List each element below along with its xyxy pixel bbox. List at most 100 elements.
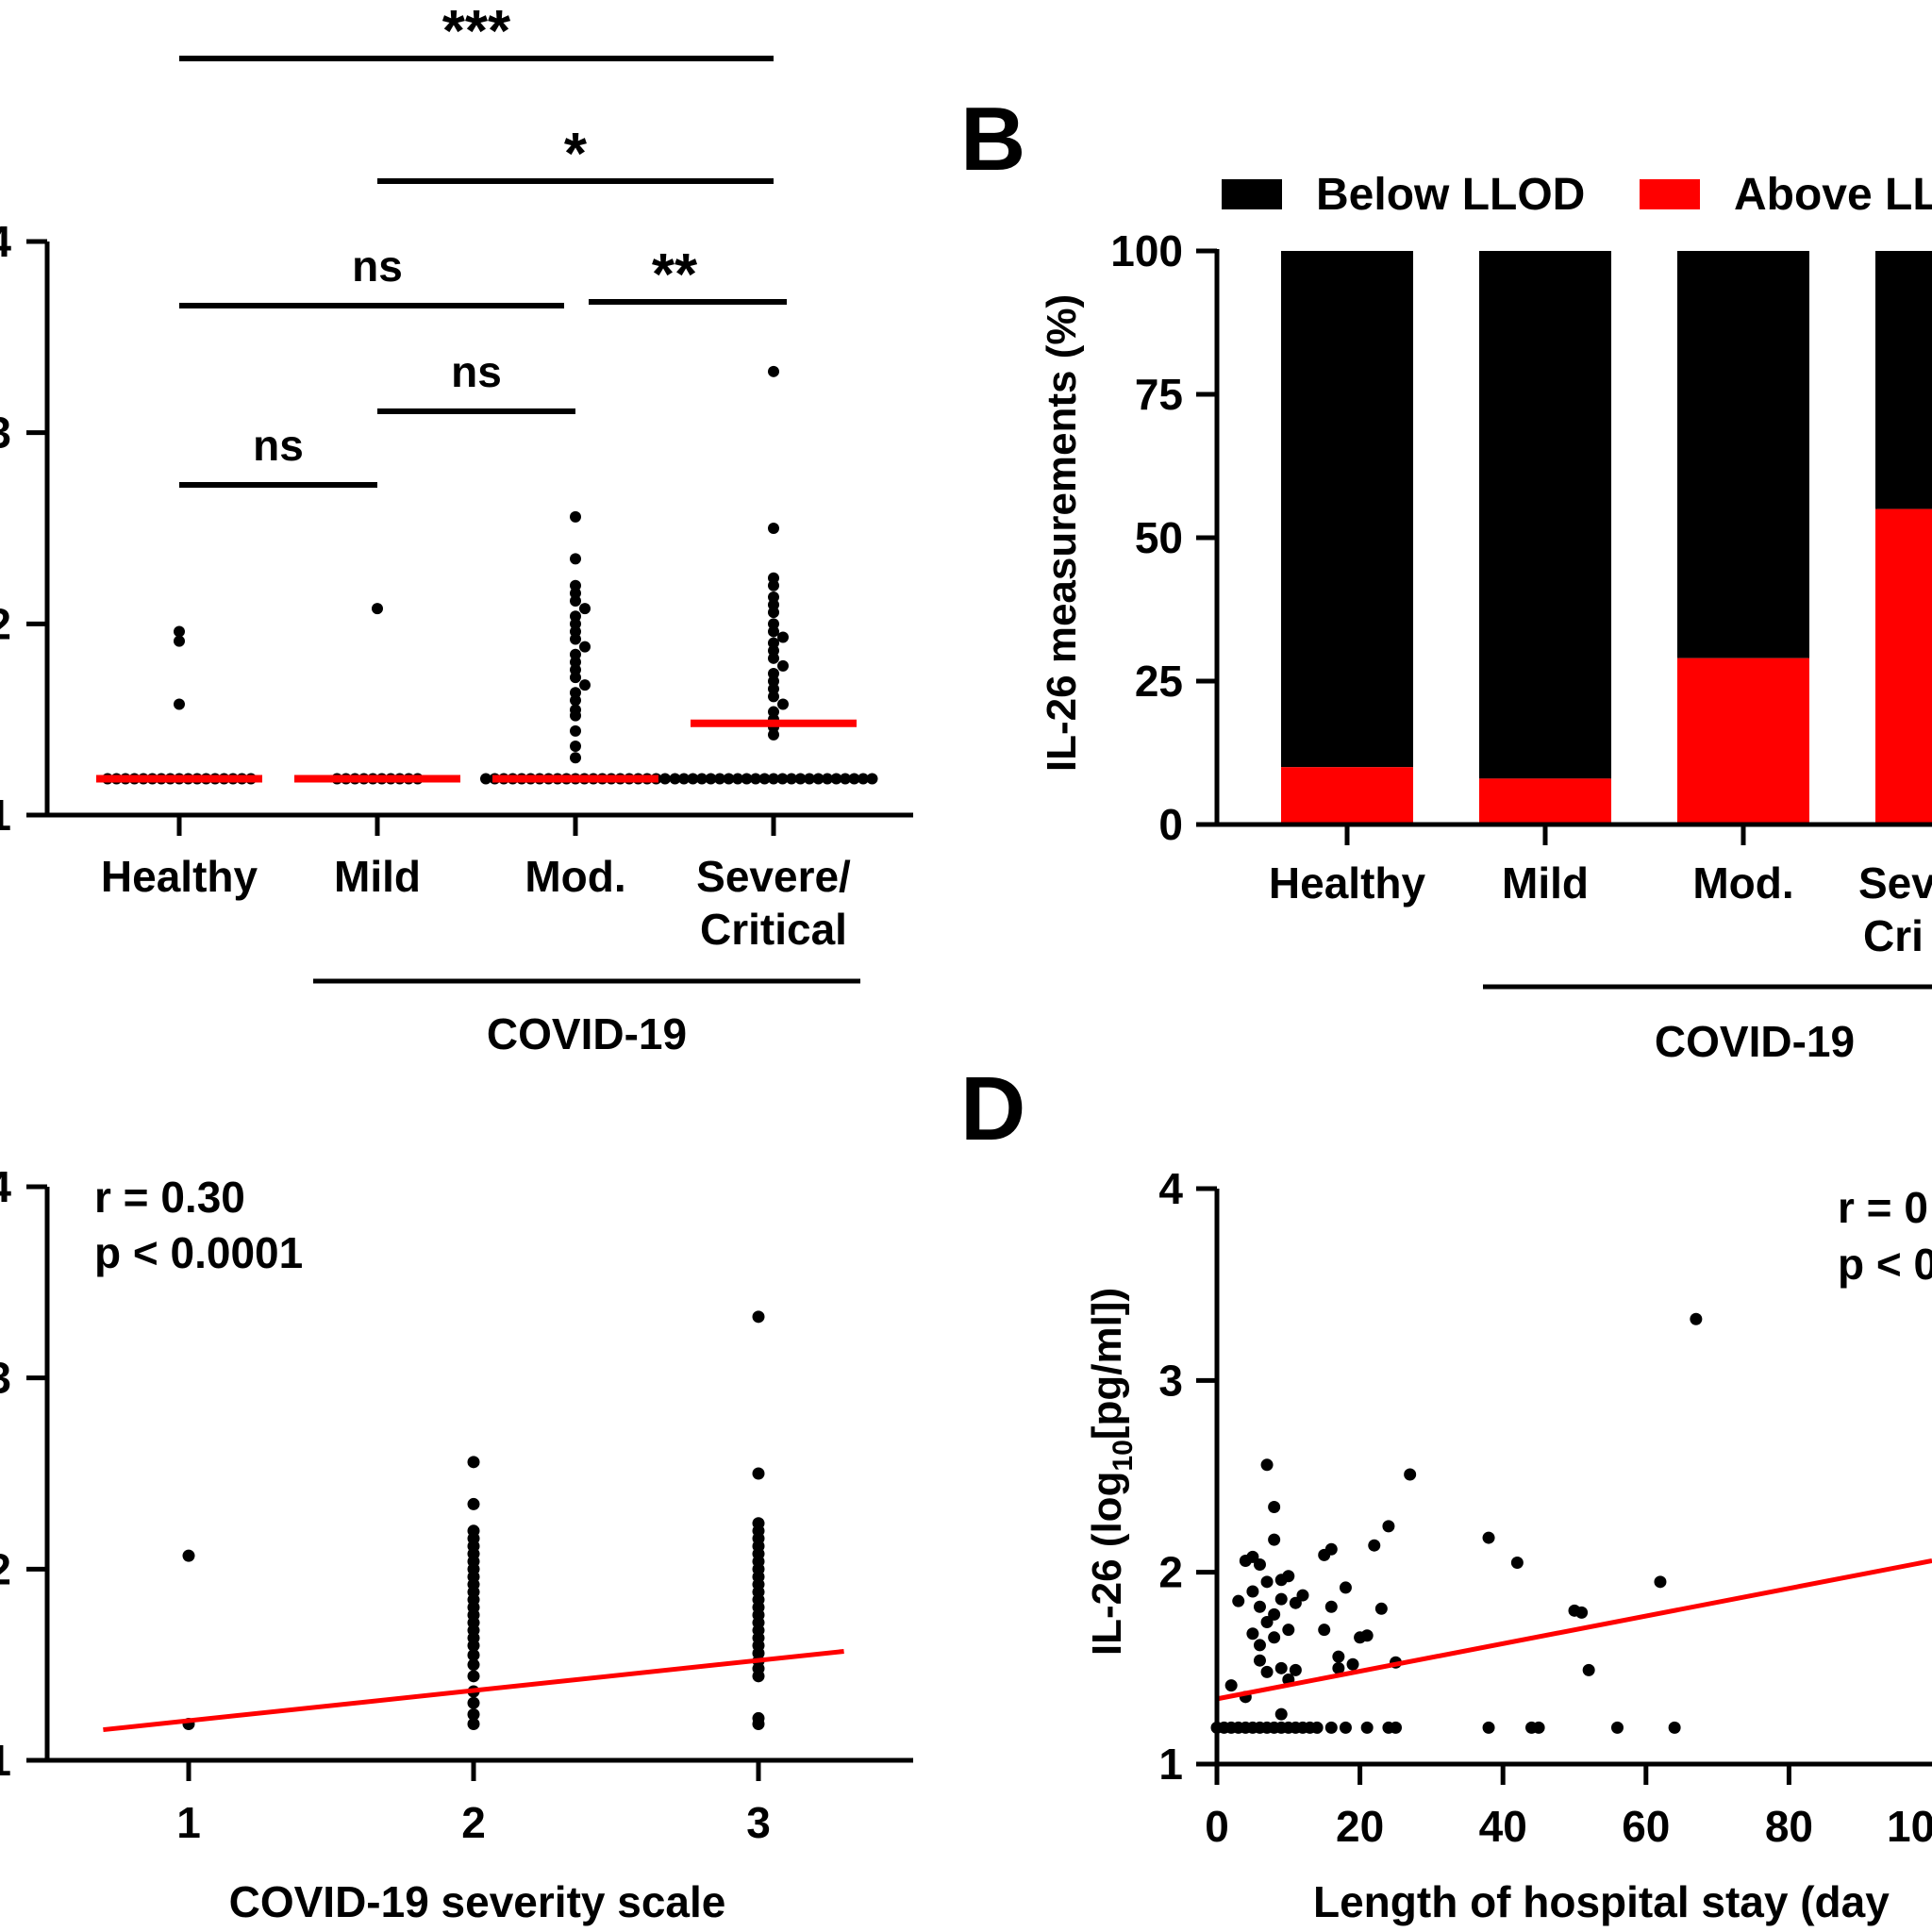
data-point [768, 579, 779, 591]
y-tick-label: 2 [0, 1544, 11, 1593]
data-point [678, 773, 690, 785]
bar-below-llod [1677, 251, 1809, 658]
annotation-r: r = 0 [1838, 1183, 1928, 1232]
data-point [1339, 1721, 1352, 1734]
data-point [570, 672, 581, 684]
data-point [467, 1497, 480, 1510]
x-tick-label: 3 [746, 1798, 771, 1847]
significance-label: ** [652, 242, 698, 308]
data-point [1690, 1312, 1703, 1325]
data-point [1274, 1592, 1288, 1606]
data-point [174, 625, 185, 638]
category-label: Mod. [525, 852, 625, 901]
data-point [1404, 1468, 1417, 1481]
data-point [467, 1639, 480, 1652]
y-tick-label: 4 [0, 1162, 11, 1211]
y-tick-label: 3 [1158, 1356, 1183, 1405]
data-point [1382, 1520, 1395, 1533]
data-point [848, 773, 860, 785]
y-axis-title-subscript: 10 [1108, 1440, 1139, 1471]
data-point [777, 659, 789, 672]
data-point [1260, 1458, 1274, 1472]
regression-line [103, 1648, 844, 1733]
data-point [1268, 1533, 1281, 1546]
data-point [776, 773, 789, 785]
bar-above-llod [1281, 767, 1413, 824]
legend-label-below: Below LLOD [1316, 170, 1585, 220]
significance-label: ns [253, 421, 304, 470]
data-point [579, 679, 591, 691]
data-point [1253, 1654, 1266, 1667]
category-label: Healthy [1269, 858, 1426, 908]
data-point [570, 633, 581, 645]
legend-swatch-below [1222, 179, 1282, 209]
data-point [768, 607, 779, 619]
data-point [467, 1658, 480, 1672]
data-point [822, 773, 833, 785]
data-points [1210, 1312, 1703, 1734]
x-tick-label: 10 [1887, 1802, 1932, 1851]
data-point [1224, 1679, 1238, 1692]
data-point [659, 773, 671, 785]
category-label: Mod. [1692, 858, 1793, 908]
group-label: COVID-19 [1655, 1017, 1855, 1066]
data-point [1610, 1721, 1624, 1734]
data-point [1575, 1606, 1589, 1619]
category-label: Healthy [101, 852, 258, 901]
y-tick-label: 0 [1158, 800, 1183, 849]
data-point [1346, 1657, 1359, 1671]
data-point [752, 1670, 765, 1683]
y-axis-ticks: 0 25 50 75 100 [1110, 226, 1746, 849]
y-axis-title: IL-26 (log10[pg/ml]) [1084, 1288, 1139, 1656]
data-point [1268, 1607, 1281, 1621]
regression-line [103, 1648, 844, 1733]
data-point [570, 741, 581, 753]
data-point [1282, 1570, 1295, 1583]
data-point [1232, 1594, 1245, 1607]
data-point [570, 709, 581, 722]
y-tick-label: 1 [0, 791, 11, 840]
data-point [830, 773, 842, 785]
data-point [1482, 1531, 1495, 1544]
data-point [1374, 1602, 1388, 1615]
data-point [570, 752, 581, 764]
data-point [467, 1717, 480, 1730]
bar-below-llod [1281, 251, 1413, 768]
significance-label: ns [451, 347, 502, 396]
data-point [1282, 1624, 1295, 1637]
data-point [1510, 1557, 1524, 1569]
data-point [752, 1467, 765, 1480]
data-point [480, 773, 491, 785]
stacked-bars [1281, 251, 1932, 824]
data-point [1390, 1721, 1402, 1734]
data-point [1274, 1661, 1288, 1674]
x-axis-title: COVID-19 severity scale [229, 1877, 726, 1926]
category-label: Mild [1502, 858, 1589, 908]
data-point [1482, 1721, 1495, 1734]
group-label: COVID-19 [487, 1009, 687, 1058]
data-point [794, 773, 807, 785]
data-point [768, 773, 779, 785]
data-point [732, 773, 743, 785]
data-point [1260, 1616, 1274, 1629]
y-tick-label: 2 [0, 599, 11, 648]
x-tick-label: 0 [1205, 1802, 1229, 1851]
data-point [741, 773, 753, 785]
category-label: Critical [700, 905, 847, 954]
data-point [1260, 1665, 1274, 1678]
data-point [1268, 1631, 1281, 1644]
data-point [1582, 1663, 1595, 1676]
panel-d: D IL-26 (log10[pg/ml]) r = 0 p < 0 12340… [960, 1058, 1932, 1926]
data-point [752, 1310, 765, 1324]
x-tick-label: 20 [1336, 1802, 1384, 1851]
data-point [1654, 1575, 1667, 1589]
data-point [768, 523, 779, 534]
data-point [570, 553, 581, 565]
data-point [777, 698, 789, 710]
regression-line [1216, 1558, 1932, 1702]
data-point [1668, 1721, 1681, 1734]
category-label: Sev [1858, 858, 1932, 908]
